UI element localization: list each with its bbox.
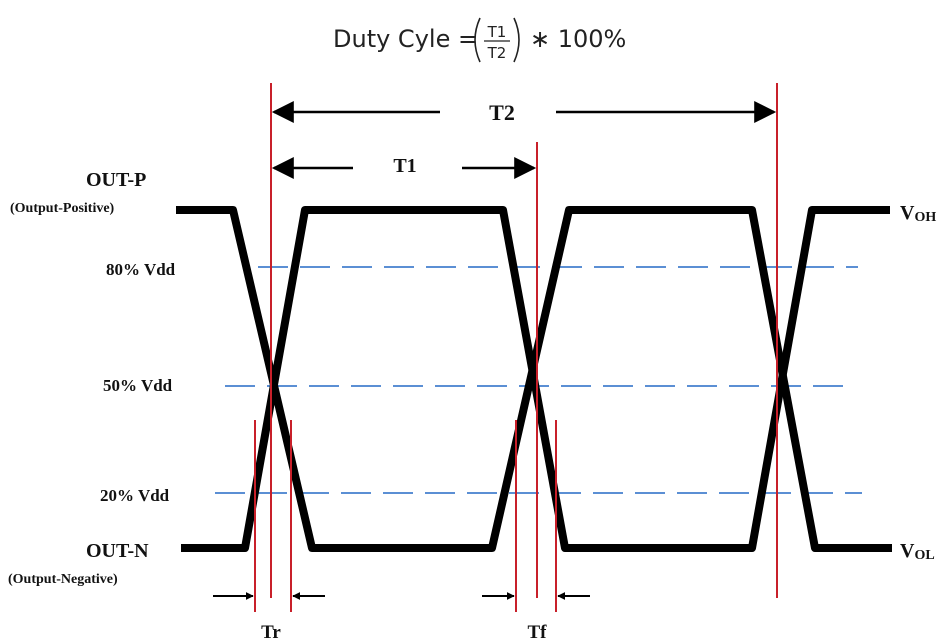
voh-label: VOH xyxy=(900,202,936,225)
timing-markers xyxy=(254,83,778,612)
formula-left-paren xyxy=(474,17,481,63)
out-n-label: OUT-N xyxy=(86,540,149,562)
t1-label: T1 xyxy=(393,155,416,177)
vol-label: VOL xyxy=(900,540,935,563)
formula-right-paren xyxy=(513,17,520,63)
formula-lhs: Duty Cyle = xyxy=(333,25,478,53)
t2-label: T2 xyxy=(489,100,515,125)
tf-label: Tf xyxy=(528,622,548,643)
tr-label: Tr xyxy=(261,622,281,643)
vdd-50-label: 50% Vdd xyxy=(103,376,173,395)
formula-rhs: ∗ 100% xyxy=(530,25,626,53)
waveforms xyxy=(176,206,892,552)
formula-denominator: T2 xyxy=(487,44,507,62)
vdd-20-label: 20% Vdd xyxy=(100,486,170,505)
formula-numerator: T1 xyxy=(487,23,507,41)
out-p-label: OUT-P xyxy=(86,169,146,191)
duty-cycle-formula: Duty Cyle = T1 T2 ∗ 100% xyxy=(333,17,626,63)
out-n-description: (Output-Negative) xyxy=(8,572,118,587)
out-p-description: (Output-Positive) xyxy=(10,201,115,216)
vdd-80-label: 80% Vdd xyxy=(106,260,176,279)
